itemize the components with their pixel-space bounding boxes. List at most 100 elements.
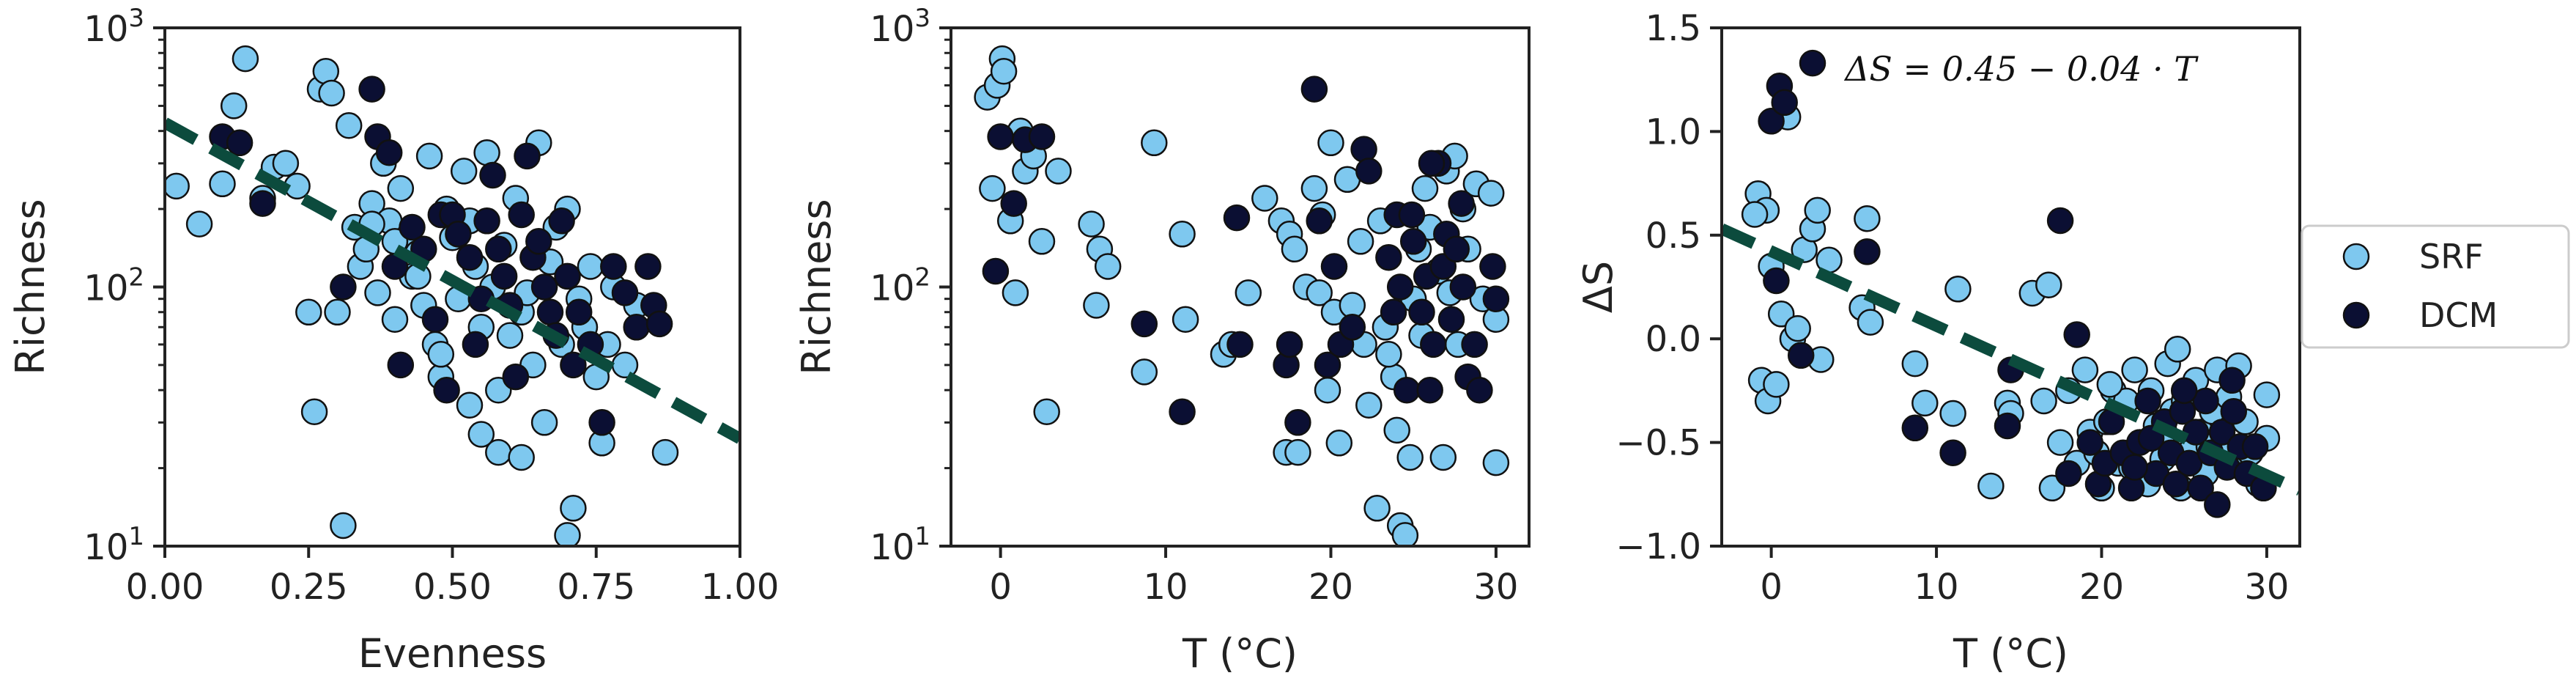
data-point-srf (1363, 495, 1391, 522)
data-point-dcm (548, 207, 575, 235)
data-point-dcm (358, 76, 385, 103)
data-point-dcm (1226, 331, 1254, 358)
y-tick-label: 0.5 (1646, 216, 1701, 257)
data-point-srf (1028, 228, 1056, 255)
data-point-srf (1375, 341, 1402, 368)
data-point-dcm (1314, 351, 1341, 379)
data-point-srf (324, 298, 351, 326)
data-point-srf (1429, 443, 1457, 471)
data-point-srf (1854, 205, 1881, 232)
legend-label-srf: SRF (2419, 237, 2484, 276)
data-point-dcm (1994, 412, 2021, 440)
data-point-srf (387, 174, 415, 202)
data-point-dcm (1448, 190, 1475, 217)
series-srf (165, 45, 679, 546)
data-point-srf (554, 522, 581, 546)
plot-area (974, 45, 1510, 546)
data-point-srf (467, 421, 495, 448)
x-tick-label: 0 (989, 567, 1012, 608)
data-point-dcm (982, 257, 1010, 285)
data-point-dcm (1130, 310, 1158, 338)
y-tick-label: −0.5 (1615, 423, 1701, 464)
plot-area (1722, 49, 2300, 518)
data-point-dcm (2204, 491, 2231, 518)
data-point-dcm (1320, 253, 1348, 280)
data-point-srf (1383, 416, 1410, 444)
data-point-dcm (387, 351, 415, 379)
data-point-srf (1045, 158, 1072, 185)
y-tick-label: 102 (870, 263, 930, 309)
data-point-srf (1911, 389, 1939, 417)
data-point-dcm (1306, 207, 1333, 235)
data-point-srf (530, 409, 558, 436)
data-point-dcm (1416, 376, 1443, 404)
data-point-srf (651, 438, 679, 466)
trend-line (165, 117, 740, 444)
data-point-srf (1901, 350, 1929, 378)
x-axis-label: T (°C) (1182, 630, 1298, 677)
legend-marker-srf (2342, 243, 2370, 270)
data-point-dcm (2063, 321, 2090, 348)
data-point-srf (979, 174, 1006, 202)
data-point-dcm (1223, 204, 1251, 232)
data-point-srf (456, 391, 484, 419)
data-point-dcm (1799, 49, 1826, 77)
data-point-srf (2096, 371, 2124, 398)
data-point-dcm (530, 273, 558, 301)
data-point-dcm (634, 253, 662, 280)
x-axis-label: Evenness (358, 630, 547, 677)
data-point-dcm (226, 129, 253, 157)
data-point-srf (1784, 314, 1811, 342)
data-point-srf (473, 139, 500, 166)
data-point-srf (577, 253, 604, 280)
data-point-dcm (2121, 454, 2148, 481)
data-point-dcm (1284, 409, 1311, 436)
data-point-dcm (1300, 76, 1328, 103)
x-tick-label: 30 (1473, 567, 1518, 608)
y-tick-label: −1.0 (1615, 526, 1701, 567)
data-point-srf (2071, 356, 2099, 383)
data-point-dcm (421, 306, 449, 333)
data-point-srf (508, 443, 535, 471)
data-point-srf (427, 341, 455, 368)
data-point-srf (1284, 438, 1311, 466)
plot-area (165, 45, 740, 546)
regression-equation: ΔS = 0.45 − 0.04 · T (1843, 49, 2199, 89)
data-point-dcm (1939, 439, 1966, 466)
data-point-srf (2030, 387, 2057, 415)
data-point-dcm (2208, 419, 2236, 446)
data-point-dcm (1408, 298, 1435, 326)
data-point-dcm (1763, 267, 1790, 295)
data-point-dcm (1758, 108, 1785, 135)
data-point-dcm (1771, 89, 1798, 117)
data-point-dcm (1350, 136, 1377, 163)
data-point-srf (2046, 429, 2074, 456)
y-tick-label: 1.0 (1646, 111, 1701, 152)
x-tick-label: 0.50 (413, 567, 492, 608)
data-point-dcm (1443, 235, 1470, 263)
data-point-dcm (2076, 429, 2103, 456)
data-point-dcm (502, 363, 530, 391)
y-tick-label: 102 (84, 263, 144, 309)
data-point-srf (1482, 449, 1510, 476)
data-point-dcm (987, 123, 1014, 150)
y-axis-label: ΔS (1575, 261, 1621, 313)
data-point-dcm (2241, 433, 2269, 460)
data-point-dcm (600, 253, 627, 280)
data-point-dcm (445, 221, 472, 248)
data-point-srf (1251, 185, 1278, 212)
data-point-srf (2164, 336, 2191, 363)
legend: SRF DCM (2301, 224, 2570, 349)
data-point-dcm (588, 409, 615, 436)
data-point-dcm (1399, 228, 1427, 255)
data-point-srf (1002, 279, 1029, 306)
data-point-dcm (330, 273, 357, 301)
x-tick-label: 0.25 (270, 567, 348, 608)
data-point-srf (1396, 443, 1424, 471)
data-point-srf (272, 150, 300, 177)
x-tick-label: 20 (2079, 567, 2124, 608)
data-point-srf (2035, 271, 2062, 298)
data-point-dcm (2046, 207, 2074, 235)
data-point-srf (1169, 221, 1196, 248)
data-point-dcm (485, 235, 512, 263)
